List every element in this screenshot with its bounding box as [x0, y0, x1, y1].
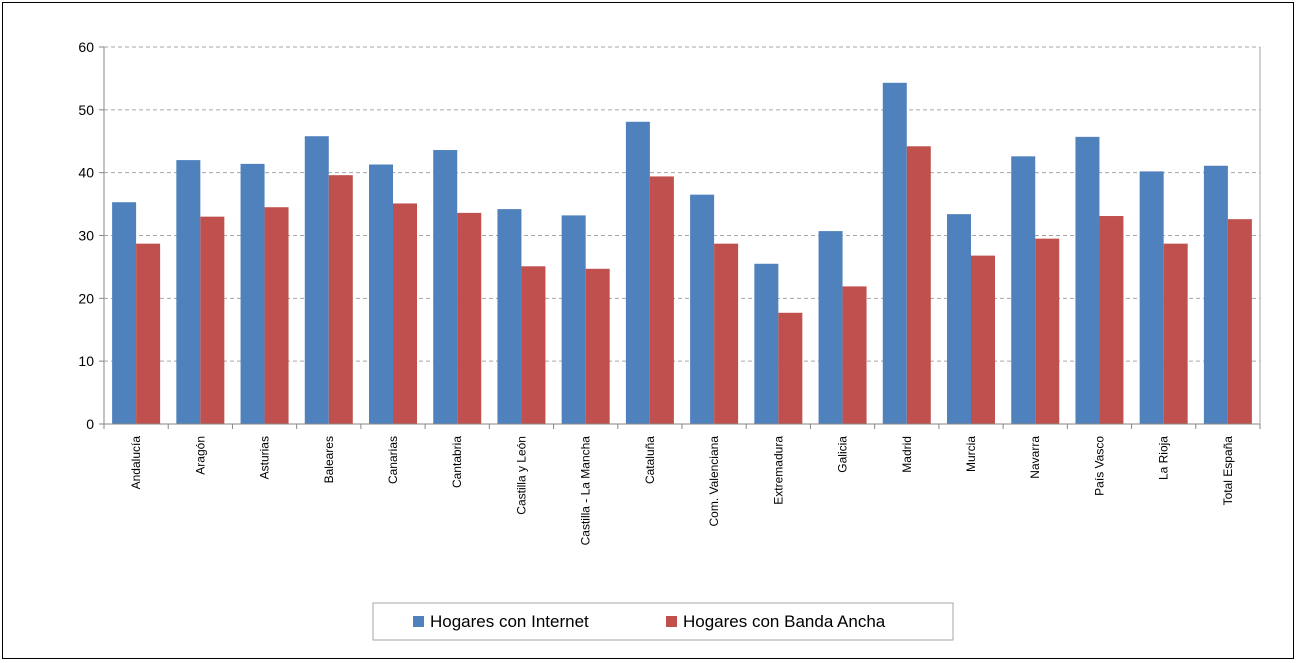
bar-banda-ancha: [585, 268, 610, 424]
x-category-label: Cantabria: [450, 436, 464, 488]
y-tick-label: 10: [78, 353, 94, 369]
bar-banda-ancha: [1163, 243, 1188, 424]
y-tick-label: 20: [78, 290, 94, 306]
bar-internet: [433, 150, 458, 424]
y-tick-label: 60: [78, 39, 94, 55]
bar-banda-ancha: [842, 286, 867, 424]
gridlines: [104, 46, 1260, 362]
bar-banda-ancha: [1099, 216, 1124, 424]
bar-internet: [369, 164, 393, 424]
legend-label: Hogares con Internet: [430, 612, 589, 631]
legend-box: [372, 602, 954, 641]
bar-banda-ancha: [200, 216, 225, 424]
bar-internet: [1075, 136, 1100, 424]
x-category-label: Asturias: [258, 436, 272, 479]
x-category-label: Canarias: [386, 436, 400, 484]
bar-internet: [690, 194, 715, 424]
bar-internet: [1139, 171, 1164, 424]
bar-banda-ancha: [393, 203, 417, 424]
bar-banda-ancha: [521, 266, 546, 424]
bar-banda-ancha: [264, 207, 289, 424]
bar-banda-ancha: [714, 243, 739, 424]
x-category-label: Total España: [1221, 436, 1235, 506]
bar-internet: [240, 163, 265, 424]
x-category-label: Aragón: [193, 436, 207, 475]
bar-banda-ancha: [971, 255, 995, 424]
y-tick-label: 30: [78, 228, 94, 244]
legend: Hogares con Internet Hogares con Banda An…: [372, 602, 954, 641]
bar-internet: [1011, 156, 1036, 424]
bar-banda-ancha: [136, 243, 161, 424]
y-tick-label: 50: [78, 102, 94, 118]
bar-internet: [1203, 165, 1228, 424]
legend-label: Hogares con Banda Ancha: [683, 612, 886, 631]
x-category-label: Galicia: [836, 436, 850, 473]
axes: [99, 46, 1261, 429]
y-tick-label: 0: [86, 416, 94, 432]
x-category-label: Andalucía: [129, 436, 143, 490]
y-tick-labels: 0 10 20 30 40 50 60: [78, 39, 94, 432]
bar-internet: [497, 209, 522, 424]
x-category-label: Navarra: [1028, 436, 1042, 479]
bar-banda-ancha: [906, 146, 931, 424]
x-category-label: Com. Valenciana: [707, 436, 721, 527]
bar-internet: [176, 160, 201, 424]
x-category-label: Murcia: [964, 436, 978, 472]
bar-internet: [947, 214, 971, 424]
legend-swatch: [666, 616, 677, 627]
bar-banda-ancha: [1227, 219, 1252, 424]
bar-banda-ancha: [1035, 238, 1060, 424]
x-category-label: Castilla - La Mancha: [579, 436, 593, 546]
x-category-label: Extremadura: [771, 436, 785, 505]
x-category-label: La Rioja: [1157, 436, 1171, 480]
x-category-label: Baleares: [322, 436, 336, 483]
bar-internet: [112, 202, 137, 424]
x-category-label: País Vasco: [1092, 436, 1106, 496]
bar-internet: [561, 215, 586, 424]
bar-internet: [818, 231, 843, 424]
x-category-label: Cataluña: [643, 436, 657, 484]
bar-banda-ancha: [649, 176, 674, 424]
bars: [112, 82, 1252, 424]
bar-internet: [754, 263, 779, 424]
y-tick-label: 40: [78, 165, 94, 181]
bar-banda-ancha: [457, 212, 482, 424]
bar-banda-ancha: [778, 312, 803, 424]
x-category-labels: Andalucía Aragón Asturias Baleares Canarias C…: [129, 436, 1235, 546]
x-category-label: Castilla y León: [514, 436, 528, 515]
bar-internet: [625, 121, 650, 424]
bar-banda-ancha: [328, 175, 353, 424]
bar-internet: [882, 82, 907, 424]
x-category-label: Madrid: [900, 436, 914, 473]
legend-swatch: [413, 616, 424, 627]
bar-internet: [304, 136, 329, 424]
